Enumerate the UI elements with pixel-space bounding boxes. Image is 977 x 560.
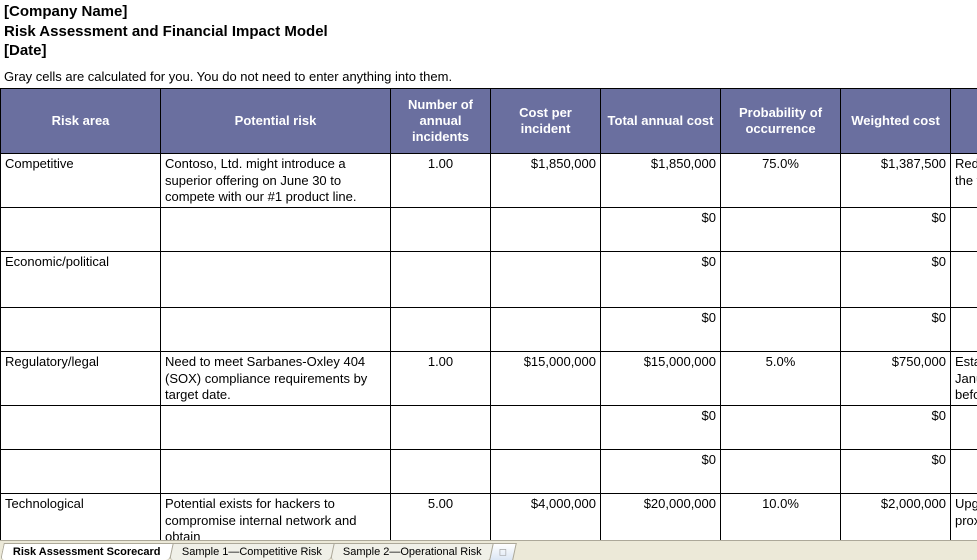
table-row: $0 $0 bbox=[1, 450, 977, 494]
cell-mitigation[interactable] bbox=[951, 252, 977, 308]
cell-cost-per[interactable]: $1,850,000 bbox=[491, 154, 601, 208]
cell-total-cost[interactable]: $0 bbox=[601, 308, 721, 352]
table-row: Regulatory/legalNeed to meet Sarbanes-Ox… bbox=[1, 352, 977, 406]
cell-weighted[interactable]: $0 bbox=[841, 308, 951, 352]
cell-cost-per[interactable] bbox=[491, 308, 601, 352]
cell-risk-area[interactable]: Economic/political bbox=[1, 252, 161, 308]
cell-mitigation[interactable] bbox=[951, 406, 977, 450]
cell-cost-per[interactable] bbox=[491, 208, 601, 252]
cell-num-incidents[interactable] bbox=[391, 450, 491, 494]
col-total-cost[interactable]: Total annual cost bbox=[601, 88, 721, 154]
tab-sample-2-operational-risk[interactable]: Sample 2—Operational Risk bbox=[330, 543, 494, 560]
cell-potential-risk[interactable] bbox=[161, 208, 391, 252]
cell-num-incidents[interactable] bbox=[391, 308, 491, 352]
cell-potential-risk[interactable]: Need to meet Sarbanes-Oxley 404 (SOX) co… bbox=[161, 352, 391, 406]
spreadsheet-area: Risk area Potential risk Number of annua… bbox=[0, 88, 977, 549]
cell-cost-per[interactable] bbox=[491, 406, 601, 450]
company-name: [Company Name] bbox=[4, 2, 973, 22]
cell-potential-risk[interactable] bbox=[161, 252, 391, 308]
cell-potential-risk[interactable] bbox=[161, 450, 391, 494]
cell-num-incidents[interactable] bbox=[391, 406, 491, 450]
worksheet-icon: ◻ bbox=[499, 547, 507, 558]
cell-mitigation[interactable] bbox=[951, 208, 977, 252]
cell-probability[interactable] bbox=[721, 308, 841, 352]
cell-total-cost[interactable]: $15,000,000 bbox=[601, 352, 721, 406]
cell-probability[interactable] bbox=[721, 450, 841, 494]
document-date: [Date] bbox=[4, 41, 973, 61]
cell-weighted[interactable]: $750,000 bbox=[841, 352, 951, 406]
cell-potential-risk[interactable]: Contoso, Ltd. might introduce a superior… bbox=[161, 154, 391, 208]
table-row: $0 $0 bbox=[1, 308, 977, 352]
header-row: Risk area Potential risk Number of annua… bbox=[1, 88, 977, 154]
cell-weighted[interactable]: $0 bbox=[841, 406, 951, 450]
instruction-note: Gray cells are calculated for you. You d… bbox=[0, 67, 977, 88]
cell-risk-area[interactable]: Competitive bbox=[1, 154, 161, 208]
document-title: Risk Assessment and Financial Impact Mod… bbox=[4, 22, 973, 42]
cell-cost-per[interactable] bbox=[491, 450, 601, 494]
table-row: CompetitiveContoso, Ltd. might introduce… bbox=[1, 154, 977, 208]
sheet-tab-bar: Risk Assessment Scorecard Sample 1—Compe… bbox=[0, 540, 977, 560]
cell-risk-area[interactable] bbox=[1, 450, 161, 494]
cell-risk-area[interactable] bbox=[1, 308, 161, 352]
cell-weighted[interactable]: $0 bbox=[841, 252, 951, 308]
col-cost-per[interactable]: Cost per incident bbox=[491, 88, 601, 154]
col-mitigation[interactable]: Mitigati bbox=[951, 88, 977, 154]
col-num-incidents[interactable]: Number of annual incidents bbox=[391, 88, 491, 154]
cell-total-cost[interactable]: $0 bbox=[601, 450, 721, 494]
tab-sample-1-competitive-risk[interactable]: Sample 1—Competitive Risk bbox=[169, 543, 335, 560]
cell-cost-per[interactable] bbox=[491, 252, 601, 308]
col-potential-risk[interactable]: Potential risk bbox=[161, 88, 391, 154]
table-row: $0 $0 bbox=[1, 208, 977, 252]
cell-num-incidents[interactable] bbox=[391, 208, 491, 252]
tab-risk-assessment-scorecard[interactable]: Risk Assessment Scorecard bbox=[0, 543, 173, 560]
cell-probability[interactable]: 75.0% bbox=[721, 154, 841, 208]
cell-total-cost[interactable]: $1,850,000 bbox=[601, 154, 721, 208]
cell-probability[interactable]: 5.0% bbox=[721, 352, 841, 406]
cell-potential-risk[interactable] bbox=[161, 308, 391, 352]
cell-mitigation[interactable] bbox=[951, 450, 977, 494]
col-probability[interactable]: Probability of occurrence bbox=[721, 88, 841, 154]
cell-weighted[interactable]: $1,387,500 bbox=[841, 154, 951, 208]
cell-mitigation[interactable] bbox=[951, 308, 977, 352]
cell-risk-area[interactable] bbox=[1, 406, 161, 450]
cell-potential-risk[interactable] bbox=[161, 406, 391, 450]
cell-num-incidents[interactable] bbox=[391, 252, 491, 308]
cell-probability[interactable] bbox=[721, 208, 841, 252]
cell-weighted[interactable]: $0 bbox=[841, 450, 951, 494]
cell-total-cost[interactable]: $0 bbox=[601, 406, 721, 450]
document-header: [Company Name] Risk Assessment and Finan… bbox=[0, 0, 977, 67]
cell-risk-area[interactable]: Regulatory/legal bbox=[1, 352, 161, 406]
cell-num-incidents[interactable]: 1.00 bbox=[391, 352, 491, 406]
risk-table: Risk area Potential risk Number of annua… bbox=[0, 88, 977, 549]
cell-cost-per[interactable]: $15,000,000 bbox=[491, 352, 601, 406]
new-sheet-button[interactable]: ◻ bbox=[490, 543, 518, 560]
cell-risk-area[interactable] bbox=[1, 208, 161, 252]
col-risk-area[interactable]: Risk area bbox=[1, 88, 161, 154]
cell-mitigation[interactable]: Establish SC January 15 t before requir bbox=[951, 352, 977, 406]
col-weighted[interactable]: Weighted cost bbox=[841, 88, 951, 154]
table-row: $0 $0 bbox=[1, 406, 977, 450]
cell-probability[interactable] bbox=[721, 252, 841, 308]
cell-total-cost[interactable]: $0 bbox=[601, 252, 721, 308]
cell-mitigation[interactable]: Reduce price the volume s bbox=[951, 154, 977, 208]
cell-num-incidents[interactable]: 1.00 bbox=[391, 154, 491, 208]
cell-total-cost[interactable]: $0 bbox=[601, 208, 721, 252]
cell-probability[interactable] bbox=[721, 406, 841, 450]
cell-weighted[interactable]: $0 bbox=[841, 208, 951, 252]
table-row: Economic/political $0 $0 bbox=[1, 252, 977, 308]
